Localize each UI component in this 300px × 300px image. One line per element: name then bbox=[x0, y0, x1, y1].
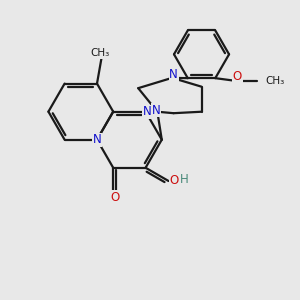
Text: O: O bbox=[233, 70, 242, 83]
Text: N: N bbox=[93, 133, 101, 146]
Text: N: N bbox=[143, 105, 152, 118]
Text: CH₃: CH₃ bbox=[265, 76, 285, 86]
Text: O: O bbox=[170, 175, 179, 188]
Text: O: O bbox=[110, 191, 119, 204]
Text: CH₃: CH₃ bbox=[90, 48, 110, 58]
Text: N: N bbox=[152, 104, 160, 117]
Text: H: H bbox=[179, 173, 188, 186]
Text: N: N bbox=[169, 68, 178, 81]
